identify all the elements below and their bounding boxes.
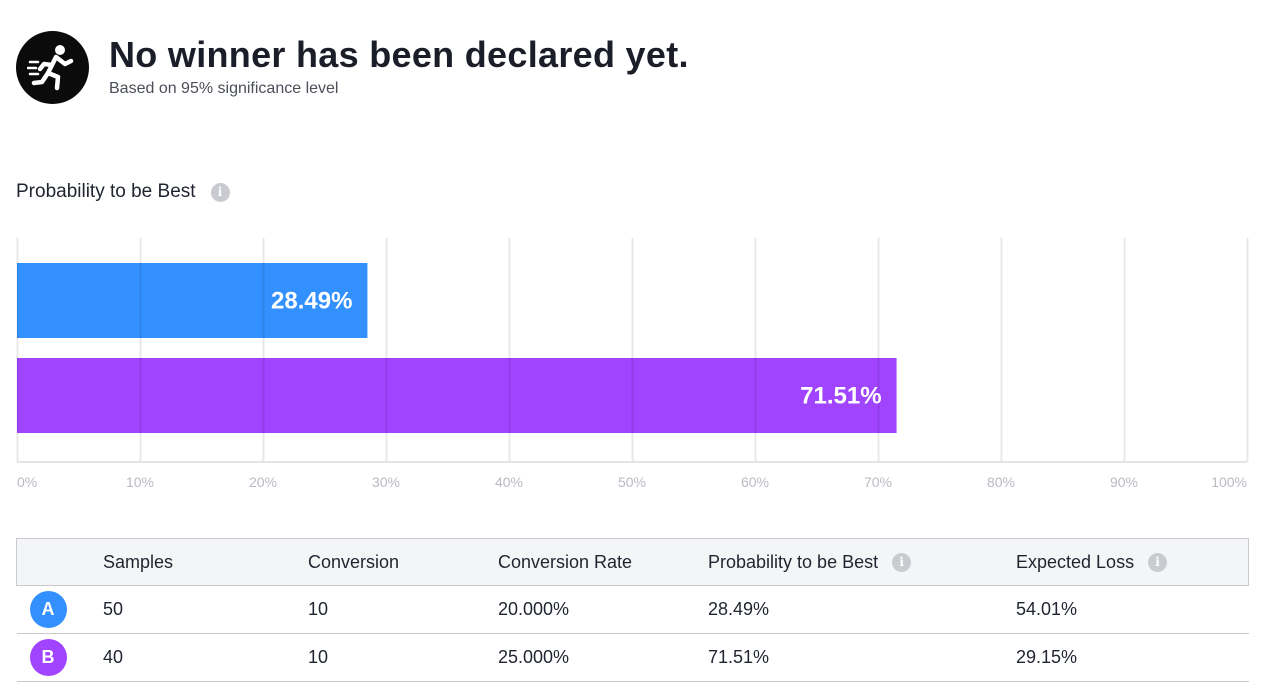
result-header: No winner has been declared yet. Based o… <box>16 31 689 104</box>
conversion-rate-cell: 20.000% <box>498 585 708 634</box>
bar-a <box>17 263 368 338</box>
x-tick-label: 30% <box>372 474 400 490</box>
conversion-rate-cell: 25.000% <box>498 633 708 682</box>
table-header-row: Samples Conversion Conversion Rate Proba… <box>16 538 1249 586</box>
x-tick-label: 0% <box>17 474 37 490</box>
header-samples: Samples <box>103 538 308 586</box>
bar-value-label: 71.51% <box>800 383 881 410</box>
x-tick-label: 40% <box>495 474 523 490</box>
variant-cell: A <box>16 585 103 634</box>
expected-loss-cell: 29.15% <box>1016 633 1249 682</box>
conversion-cell: 10 <box>308 633 498 682</box>
probability-cell: 71.51% <box>708 633 1016 682</box>
variant-badge-b: B <box>29 639 67 676</box>
running-person-icon <box>16 31 89 104</box>
expected-loss-cell: 54.01% <box>1016 585 1249 634</box>
running-person-glyph <box>26 44 73 90</box>
results-table: Samples Conversion Conversion Rate Proba… <box>16 538 1249 682</box>
x-tick-label: 10% <box>126 474 154 490</box>
header-expected-loss-label: Expected Loss <box>1016 551 1135 572</box>
x-tick-label: 70% <box>864 474 892 490</box>
variant-badge-a: A <box>29 591 67 628</box>
chart-title: Probability to be Best <box>16 181 196 202</box>
bar-value-label: 28.49% <box>271 288 352 315</box>
x-tick-label: 100% <box>1211 474 1247 490</box>
info-icon[interactable]: i <box>892 552 912 572</box>
probability-chart-svg: 0% 10% 20% 30% 40% 50% 60% 70% 80% 90% 100% 28.49% 7… <box>16 238 1249 490</box>
x-tick-label: 90% <box>1110 474 1138 490</box>
info-icon[interactable]: i <box>210 182 230 202</box>
conversion-cell: 10 <box>308 585 498 634</box>
bar-b <box>17 358 897 433</box>
table-row: A 50 10 20.000% 28.49% 54.01% <box>16 585 1249 634</box>
x-tick-label: 80% <box>987 474 1015 490</box>
probability-chart: 0% 10% 20% 30% 40% 50% 60% 70% 80% 90% 100% 28.49% 7… <box>0 230 1268 500</box>
header-probability-label: Probability to be Best <box>708 551 879 572</box>
info-icon[interactable]: i <box>1148 552 1168 572</box>
header-conversion-rate: Conversion Rate <box>498 538 708 586</box>
table-row: B 40 10 25.000% 71.51% 29.15% <box>16 633 1249 682</box>
header-variant <box>16 538 103 586</box>
probability-cell: 28.49% <box>708 585 1016 634</box>
samples-cell: 50 <box>103 585 308 634</box>
samples-cell: 40 <box>103 633 308 682</box>
page-subtitle: Based on 95% significance level <box>109 80 339 97</box>
x-tick-label: 60% <box>741 474 769 490</box>
header-expected-loss: Expected Loss i <box>1016 538 1249 586</box>
x-tick-label: 20% <box>249 474 277 490</box>
header-conversion: Conversion <box>308 538 498 586</box>
variant-cell: B <box>16 633 103 682</box>
x-tick-label: 50% <box>618 474 646 490</box>
page-title: No winner has been declared yet. <box>109 34 689 75</box>
header-probability: Probability to be Best i <box>708 538 1016 586</box>
chart-heading: Probability to be Best i <box>16 181 230 203</box>
